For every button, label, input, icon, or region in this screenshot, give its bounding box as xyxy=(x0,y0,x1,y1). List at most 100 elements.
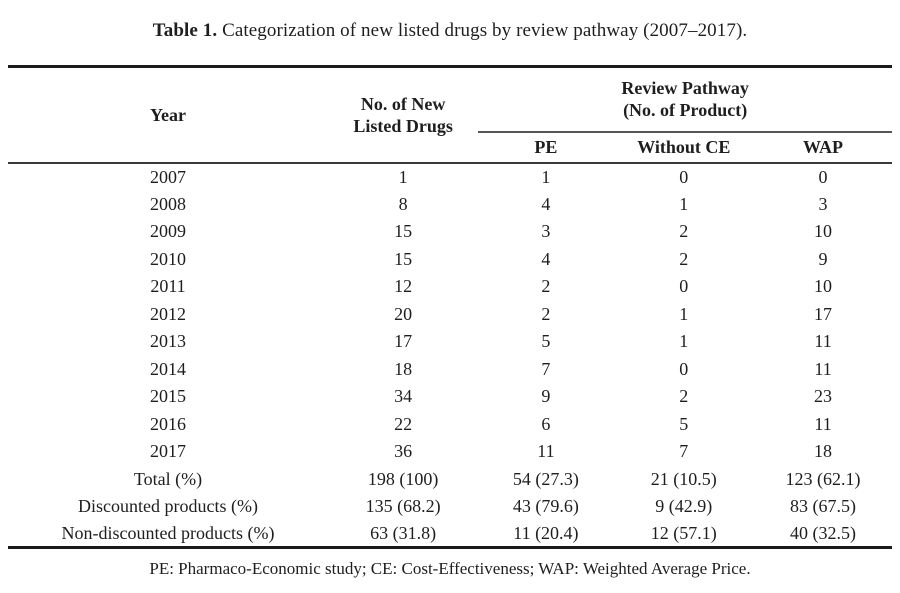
value-cell: 2 xyxy=(541,303,551,324)
value-cell: 4 xyxy=(541,248,551,269)
table-row-discounted: Discounted products (%) 135 (68.2) 43 (7… xyxy=(8,493,892,521)
value-cell: 0 xyxy=(679,166,689,187)
value-cell: 23 xyxy=(814,386,833,407)
data-table: Year No. of New Listed Drugs Review Path… xyxy=(8,65,892,549)
value-cell: 2 xyxy=(541,276,551,297)
table-body: 2007 1 1 0 0 2008 8 4 1 3 2009 15 3 2 10 xyxy=(8,163,892,548)
row-label-cell: 2008 xyxy=(150,193,186,214)
value-cell: 15 xyxy=(394,248,413,269)
table-header: Year No. of New Listed Drugs Review Path… xyxy=(8,66,892,163)
value-cell: 9 (42.9) xyxy=(655,496,713,517)
value-cell: 3 xyxy=(818,193,828,214)
col-header-wap: WAP xyxy=(803,137,844,157)
row-label-cell: 2016 xyxy=(150,413,186,434)
value-cell: 1 xyxy=(679,193,689,214)
table-row: 2013 17 5 1 11 xyxy=(8,328,892,356)
table-row: 2011 12 2 0 10 xyxy=(8,273,892,301)
value-cell: 2 xyxy=(679,386,689,407)
table-row-non-discounted: Non-discounted products (%) 63 (31.8) 11… xyxy=(8,520,892,548)
row-label-cell: Discounted products (%) xyxy=(78,496,258,517)
value-cell: 63 (31.8) xyxy=(370,523,437,543)
value-cell: 22 xyxy=(394,413,413,434)
value-cell: 43 (79.6) xyxy=(512,496,579,517)
table-row-total: Total (%) 198 (100) 54 (27.3) 21 (10.5) … xyxy=(8,465,892,493)
value-cell: 7 xyxy=(541,358,551,379)
value-cell: 11 xyxy=(814,413,832,434)
value-cell: 9 xyxy=(818,248,828,269)
value-cell: 36 xyxy=(394,441,413,462)
row-label-cell: Non-discounted products (%) xyxy=(61,523,275,543)
table-row: 2017 36 11 7 18 xyxy=(8,438,892,466)
row-label-cell: 2015 xyxy=(150,386,186,407)
value-cell: 2 xyxy=(679,221,689,242)
value-cell: 1 xyxy=(398,166,408,187)
value-cell: 18 xyxy=(394,358,413,379)
value-cell: 7 xyxy=(679,441,689,462)
value-cell: 11 (20.4) xyxy=(513,523,579,543)
table-title-label: Table 1. xyxy=(152,20,218,41)
row-label-cell: 2010 xyxy=(150,248,186,269)
value-cell: 11 xyxy=(814,358,832,379)
value-cell: 11 xyxy=(814,331,832,352)
value-cell: 135 (68.2) xyxy=(365,496,441,517)
table-row: 2012 20 2 1 17 xyxy=(8,300,892,328)
value-cell: 40 (32.5) xyxy=(790,523,857,543)
col-header-year: Year xyxy=(150,104,186,125)
value-cell: 0 xyxy=(679,276,689,297)
value-cell: 34 xyxy=(394,386,413,407)
table-row: 2008 8 4 1 3 xyxy=(8,190,892,218)
row-label-cell: 2011 xyxy=(150,276,186,297)
col-header-pe: PE xyxy=(534,137,558,157)
value-cell: 17 xyxy=(814,303,833,324)
value-cell: 1 xyxy=(679,331,689,352)
table-row: 2010 15 4 2 9 xyxy=(8,245,892,273)
value-cell: 4 xyxy=(541,193,551,214)
table-title-text: Categorization of new listed drugs by re… xyxy=(217,20,748,41)
value-cell: 3 xyxy=(541,221,551,242)
value-cell: 2 xyxy=(679,248,689,269)
value-cell: 20 xyxy=(394,303,413,324)
value-cell: 83 (67.5) xyxy=(790,496,857,517)
col-header-new-listed-line1: No. of New xyxy=(360,93,446,114)
value-cell: 17 xyxy=(394,331,413,352)
value-cell: 1 xyxy=(541,166,551,187)
row-label-cell: 2017 xyxy=(150,441,186,462)
col-header-new-listed-drugs: No. of New Listed Drugs xyxy=(328,67,478,163)
table-row: 2007 1 1 0 0 xyxy=(8,163,892,191)
value-cell: 1 xyxy=(679,303,689,324)
value-cell: 12 xyxy=(394,276,413,297)
table-row: 2014 18 7 0 11 xyxy=(8,355,892,383)
value-cell: 15 xyxy=(394,221,413,242)
value-cell: 9 xyxy=(541,386,551,407)
table-row: 2015 34 9 2 23 xyxy=(8,383,892,411)
table-title: Table 1. Categorization of new listed dr… xyxy=(0,0,900,42)
table-row: 2016 22 6 5 11 xyxy=(8,410,892,438)
value-cell: 10 xyxy=(814,276,833,297)
row-label-cell: 2012 xyxy=(150,303,186,324)
row-label-cell: Total (%) xyxy=(133,468,203,489)
value-cell: 198 (100) xyxy=(367,468,439,489)
row-label-cell: 2007 xyxy=(150,166,186,187)
table-row: 2009 15 3 2 10 xyxy=(8,218,892,246)
value-cell: 6 xyxy=(541,413,551,434)
value-cell: 12 (57.1) xyxy=(650,523,717,543)
value-cell: 123 (62.1) xyxy=(785,468,861,489)
value-cell: 54 (27.3) xyxy=(512,468,579,489)
value-cell: 5 xyxy=(541,331,551,352)
col-group-header-review-pathway: Review Pathway (No. of Product) xyxy=(478,66,892,133)
footnote: PE: Pharmaco-Economic study; CE: Cost-Ef… xyxy=(149,559,751,578)
col-header-new-listed-line2: Listed Drugs xyxy=(353,115,453,136)
row-label-cell: 2014 xyxy=(150,358,186,379)
review-pathway-line2: (No. of Product) xyxy=(623,100,748,121)
value-cell: 5 xyxy=(679,413,689,434)
value-cell: 0 xyxy=(818,166,828,187)
value-cell: 21 (10.5) xyxy=(650,468,717,489)
value-cell: 8 xyxy=(398,193,408,214)
value-cell: 18 xyxy=(814,441,833,462)
review-pathway-line1: Review Pathway xyxy=(621,78,749,99)
row-label-cell: 2009 xyxy=(150,221,186,242)
value-cell: 0 xyxy=(679,358,689,379)
col-header-without-ce: Without CE xyxy=(637,137,731,157)
value-cell: 11 xyxy=(537,441,555,462)
